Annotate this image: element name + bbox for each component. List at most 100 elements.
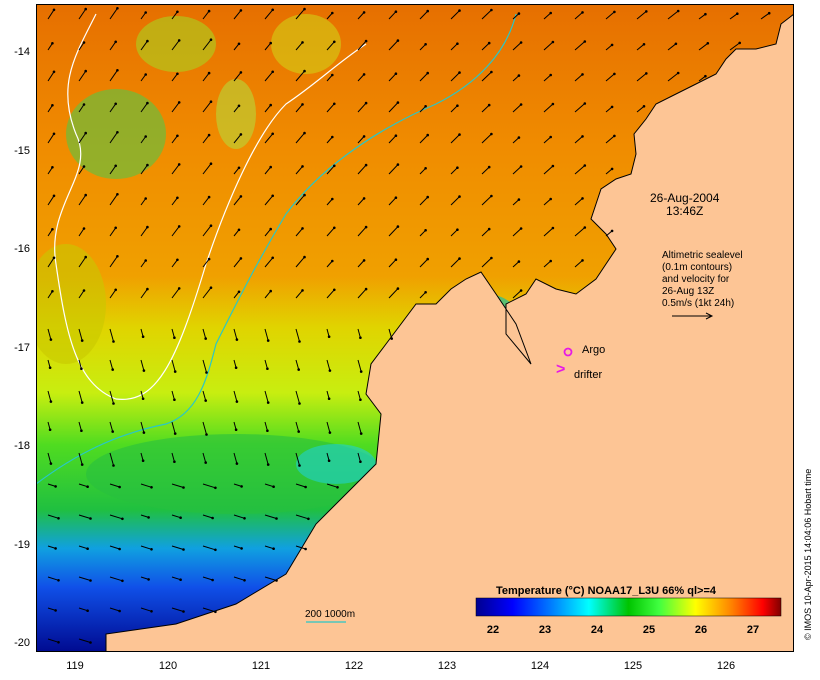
velocity-arrow <box>78 421 82 431</box>
velocity-arrow <box>574 260 583 268</box>
velocity-arrow <box>481 133 492 144</box>
velocity-arrow <box>574 74 583 82</box>
lon-label: 125 <box>623 660 643 672</box>
velocity-arrow <box>233 105 240 113</box>
velocity-arrow-head <box>490 132 493 136</box>
velocity-arrow-head <box>51 104 54 107</box>
velocity-arrow-head <box>147 578 150 581</box>
lat-label: -14 <box>14 46 30 58</box>
velocity-arrow-head <box>80 463 84 466</box>
velocity-arrow-head <box>266 463 270 466</box>
velocity-arrow <box>419 105 426 113</box>
velocity-arrow <box>326 103 335 113</box>
velocity-arrow-head <box>239 133 243 136</box>
velocity-arrow-head <box>704 12 707 16</box>
velocity-arrow-head <box>642 105 646 108</box>
velocity-arrow <box>171 483 184 488</box>
velocity-arrow-head <box>271 70 274 74</box>
velocity-arrow <box>295 70 305 82</box>
velocity-arrow <box>512 137 520 144</box>
velocity-arrow-head <box>519 289 523 292</box>
velocity-arrow-head <box>146 39 149 43</box>
velocity-arrow <box>357 328 361 338</box>
velocity-arrow-head <box>271 132 274 136</box>
velocity-arrow-head <box>331 259 334 263</box>
velocity-arrow-head <box>84 193 87 197</box>
velocity-arrow-head <box>396 287 400 290</box>
velocity-arrow <box>357 421 362 434</box>
velocity-arrow <box>264 483 274 488</box>
lat-label: -20 <box>14 637 30 649</box>
velocity-arrow-head <box>362 197 366 200</box>
velocity-arrow <box>233 43 240 51</box>
velocity-arrow-head <box>177 39 181 42</box>
velocity-arrow-head <box>239 195 243 198</box>
velocity-arrow-head <box>54 485 57 488</box>
velocity-arrow <box>543 136 552 144</box>
velocity-arrow <box>233 196 242 206</box>
altimetry-line: 26-Aug 13Z <box>662 286 715 297</box>
velocity-arrow <box>78 104 85 113</box>
velocity-arrow-head <box>331 73 334 77</box>
velocity-arrow-head <box>456 166 459 169</box>
velocity-arrow-head <box>179 578 182 581</box>
velocity-arrow-head <box>234 428 238 432</box>
velocity-arrow-head <box>176 258 179 262</box>
velocity-arrow-head <box>583 226 587 229</box>
velocity-arrow-head <box>54 609 57 612</box>
velocity-arrow-head <box>272 485 275 489</box>
velocity-arrow-head <box>517 198 521 201</box>
land-mass <box>105 4 794 652</box>
velocity-arrow <box>388 288 399 299</box>
velocity-arrow-head <box>173 398 176 402</box>
time-line: 13:46Z <box>666 204 704 218</box>
velocity-arrow-head <box>303 131 306 135</box>
velocity-arrow-head <box>146 287 149 291</box>
observation-date: 26-Aug-2004 13:46Z <box>650 192 719 218</box>
velocity-arrow-head <box>237 290 241 294</box>
velocity-arrow <box>140 359 145 371</box>
velocity-arrow <box>357 12 365 20</box>
velocity-arrow <box>605 106 613 113</box>
velocity-arrow <box>202 421 207 435</box>
colorbar-tick: 26 <box>694 624 708 636</box>
velocity-arrow-head <box>331 197 334 201</box>
velocity-arrow-head <box>328 369 332 372</box>
velocity-arrow-head <box>205 371 208 374</box>
velocity-arrow <box>419 134 429 144</box>
velocity-arrow <box>450 258 460 268</box>
velocity-arrow-head <box>519 227 523 230</box>
velocity-arrow-head <box>275 517 278 520</box>
velocity-arrow-head <box>581 11 584 14</box>
lat-label: -18 <box>14 440 30 452</box>
velocity-arrow-head <box>304 485 307 489</box>
velocity-arrow-head <box>207 257 211 261</box>
velocity-arrow-head <box>490 194 493 198</box>
velocity-arrow <box>233 72 242 82</box>
velocity-arrow <box>47 133 55 144</box>
velocity-arrow-head <box>111 368 114 371</box>
velocity-arrow-head <box>116 255 119 258</box>
velocity-arrow-head <box>51 42 54 45</box>
velocity-arrow-head <box>424 167 427 170</box>
velocity-arrow-head <box>613 10 616 14</box>
velocity-arrow-head <box>177 225 181 228</box>
velocity-arrow <box>78 132 87 144</box>
velocity-arrow-head <box>86 485 89 489</box>
velocity-arrow-head <box>144 11 147 14</box>
velocity-arrow-head <box>613 134 616 138</box>
velocity-arrow <box>760 12 770 20</box>
velocity-arrow-head <box>269 289 272 293</box>
velocity-arrow-head <box>207 195 211 199</box>
velocity-arrow-head <box>173 460 176 464</box>
velocity-arrow-head <box>304 547 307 551</box>
velocity-arrow-head <box>458 195 461 198</box>
velocity-arrow <box>78 359 82 369</box>
velocity-arrow <box>450 43 458 51</box>
velocity-arrow-head <box>581 259 584 262</box>
sst-map <box>36 4 794 652</box>
velocity-arrow <box>264 390 269 403</box>
velocity-arrow <box>326 328 330 337</box>
velocity-arrow-head <box>364 163 368 167</box>
velocity-arrow <box>78 42 85 51</box>
